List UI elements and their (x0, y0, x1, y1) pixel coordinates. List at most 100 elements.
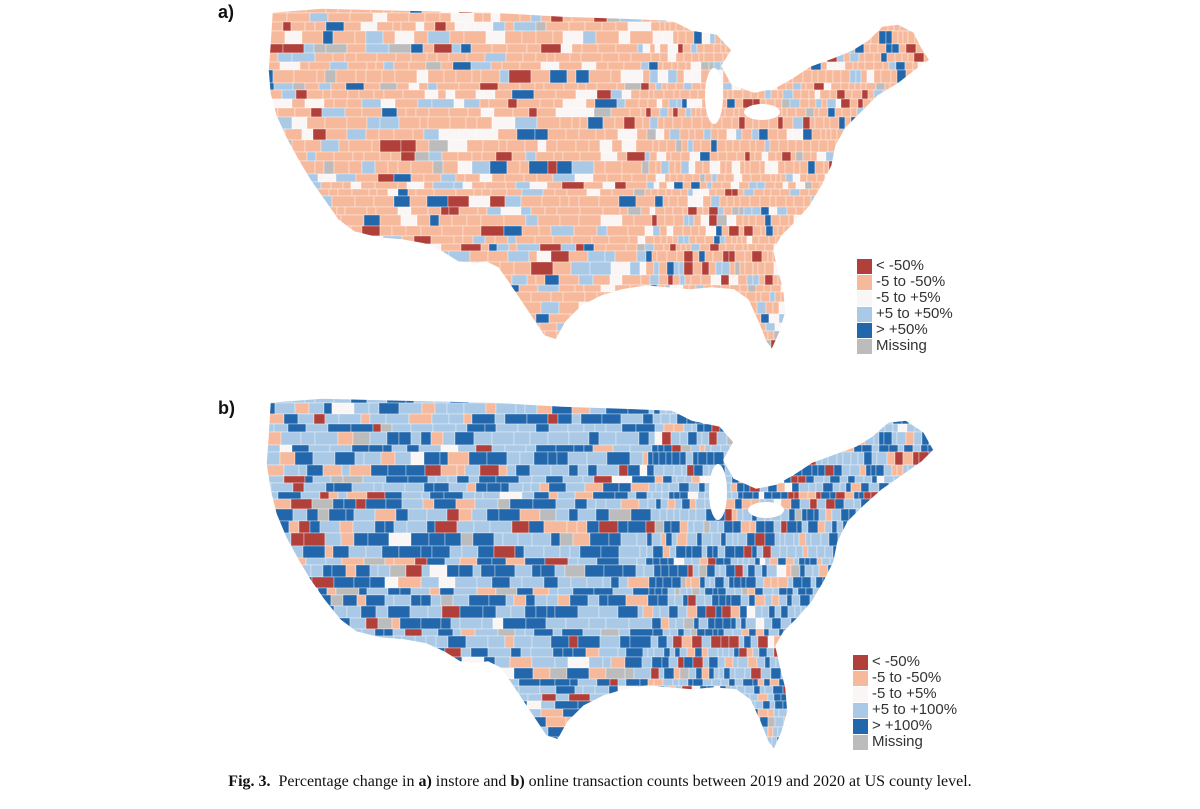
county-cell (784, 482, 793, 493)
county-cell (636, 128, 648, 141)
county-cell (895, 576, 905, 589)
county-cell (883, 464, 893, 477)
county-cell (907, 635, 919, 649)
county-cell (505, 594, 515, 607)
county-cell (405, 107, 417, 118)
county-cell (328, 188, 339, 197)
county-cell (700, 402, 712, 415)
county-cell (593, 107, 612, 118)
county-cell (819, 656, 826, 669)
county-cell (836, 716, 844, 728)
county-cell (865, 635, 874, 649)
county-cell (650, 52, 661, 63)
county-cell (539, 322, 558, 332)
county-cell (309, 520, 321, 534)
county-cell (674, 685, 683, 695)
county-cell (603, 736, 614, 750)
county-cell (829, 116, 840, 130)
county-cell (582, 685, 596, 695)
county-cell (368, 716, 389, 728)
county-cell (682, 181, 692, 190)
county-cell (663, 116, 674, 130)
county-cell (864, 520, 876, 534)
county-cell (941, 129, 942, 140)
county-cell (874, 181, 885, 190)
county-cell (743, 464, 755, 477)
county-cell (785, 564, 792, 578)
county-cell (876, 195, 888, 208)
county-cell (410, 173, 425, 183)
county-cell (764, 214, 772, 227)
county-cell (601, 21, 617, 32)
county-cell (583, 243, 595, 252)
county-cell (766, 647, 775, 658)
county-cell (392, 261, 407, 276)
county-cell (410, 451, 425, 466)
county-cell (556, 206, 581, 216)
county-cell (266, 587, 275, 596)
county-cell (325, 8, 339, 14)
county-cell (757, 678, 765, 687)
county-cell (514, 349, 532, 350)
county-cell (402, 89, 426, 100)
county-cell (398, 116, 421, 130)
county-cell (292, 284, 310, 293)
county-cell (331, 195, 356, 208)
county-cell (674, 647, 681, 658)
county-cell (708, 206, 719, 216)
county-cell (844, 605, 854, 619)
county-cell (266, 700, 273, 710)
county-cell (394, 98, 419, 109)
county-cell (353, 576, 371, 589)
county-cell (646, 545, 654, 559)
county-cell (672, 116, 683, 130)
county-cell (326, 656, 338, 669)
county-cell (525, 594, 536, 607)
county-cell (820, 30, 830, 45)
county-cell (525, 617, 547, 630)
county-cell (910, 402, 922, 415)
county-cell (869, 43, 879, 54)
county-cell (767, 128, 779, 141)
county-cell (480, 214, 505, 227)
county-cell (487, 635, 506, 649)
county-cell (283, 475, 306, 484)
county-cell (526, 274, 537, 286)
county-cell (514, 545, 525, 559)
county-cell (280, 736, 291, 750)
county-cell (898, 605, 908, 619)
county-cell (721, 339, 729, 350)
county-cell (501, 61, 521, 71)
county-cell (721, 708, 728, 718)
county-cell (704, 576, 711, 589)
county-cell (398, 402, 423, 415)
county-cell (642, 413, 654, 425)
county-cell (684, 274, 692, 286)
county-cell (675, 398, 686, 404)
county-cell (367, 532, 390, 547)
county-cell (661, 656, 670, 669)
county-cell (713, 451, 725, 466)
county-cell (734, 545, 745, 559)
county-cell (837, 250, 849, 263)
county-cell (761, 151, 769, 162)
county-cell (853, 491, 860, 500)
county-cell (807, 491, 817, 500)
county-cell (648, 482, 657, 493)
county-cell (691, 423, 698, 433)
county-cell (634, 398, 647, 404)
county-cell (738, 349, 745, 350)
county-cell (786, 545, 797, 559)
county-cell (610, 656, 626, 669)
county-cell (801, 708, 810, 718)
county-cell (906, 173, 915, 183)
county-cell (433, 43, 453, 54)
county-cell (840, 69, 851, 84)
county-cell (266, 532, 284, 547)
county-cell (487, 250, 509, 263)
county-cell (676, 475, 686, 484)
county-cell (324, 69, 337, 84)
county-cell (335, 339, 356, 350)
county-cell (405, 261, 417, 276)
county-cell (839, 605, 846, 619)
